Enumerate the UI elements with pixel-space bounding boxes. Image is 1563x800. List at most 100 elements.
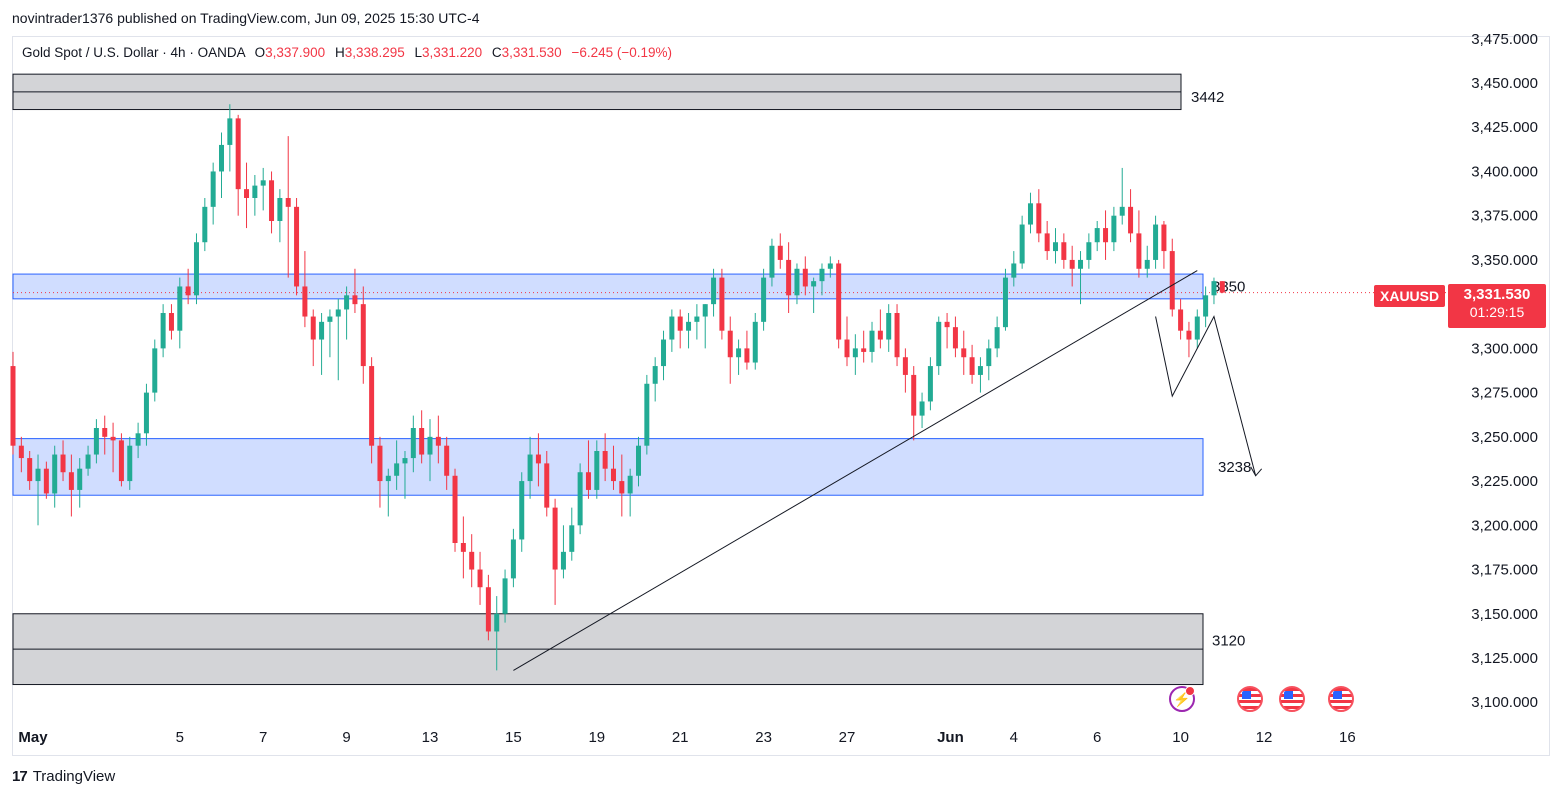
candle [861, 330, 867, 363]
candle-body [102, 428, 108, 437]
candle [460, 516, 466, 579]
close-label: C [491, 45, 502, 60]
candle-body [761, 277, 767, 322]
high-value: 3,338.295 [344, 45, 405, 60]
candle [535, 433, 541, 487]
candle-body [969, 357, 975, 375]
candle-body [736, 348, 742, 358]
open-label: O [254, 45, 266, 60]
current-price-value: 3,331.530 [1463, 286, 1531, 303]
candle-body [661, 339, 667, 367]
candle [35, 454, 41, 526]
candle [1136, 210, 1142, 278]
candle-body [510, 539, 516, 579]
time-tick-label: 13 [422, 729, 439, 746]
candle-body [786, 259, 792, 296]
candle-body [686, 321, 692, 331]
candle [210, 162, 216, 225]
candle [18, 436, 24, 473]
candle [1144, 245, 1150, 278]
candle-body [444, 445, 450, 476]
candle-body [527, 454, 533, 482]
lightning-event-icon[interactable]: ⚡ [1169, 686, 1195, 712]
candle-body [819, 268, 825, 282]
candle [1211, 277, 1217, 305]
us-flag-event-icon[interactable] [1279, 686, 1305, 712]
time-axis: May 5 7 9 13 15 19 21 23 27 Jun 4 6 10 12 16 [18, 729, 1355, 746]
publish-info: novintrader1376 published on TradingView… [12, 10, 480, 26]
candle [1036, 189, 1042, 243]
tradingview-logo-icon: 17 [12, 768, 28, 785]
candle [977, 357, 983, 393]
time-tick-label: May [18, 729, 48, 746]
candle-body [410, 428, 416, 459]
candle [1069, 245, 1075, 287]
candle-body [544, 463, 550, 508]
price-tick-label: 3,275.000 [1471, 385, 1538, 402]
change-value: −6.245 (−0.19%) [571, 45, 673, 60]
time-tick-label: 7 [259, 729, 267, 746]
candle-body [952, 327, 958, 349]
candle [502, 569, 508, 623]
candle [702, 304, 708, 349]
candle-body [877, 330, 883, 340]
candle [469, 534, 475, 588]
candle [202, 198, 208, 252]
candle-body [452, 475, 458, 543]
candle-body [10, 366, 16, 446]
candle [252, 175, 258, 216]
candle-body [560, 551, 566, 570]
candle [377, 436, 383, 508]
candle-body [110, 436, 116, 441]
candle [919, 392, 925, 428]
candle-body [769, 245, 775, 278]
candle-body [394, 463, 400, 476]
candle [1094, 221, 1100, 252]
price-tick-label: 3,400.000 [1471, 163, 1538, 180]
candle [961, 330, 967, 375]
candle [410, 415, 416, 473]
candle-body [185, 286, 191, 296]
candle-body [385, 475, 391, 482]
candle [294, 198, 300, 296]
candle-body [719, 277, 725, 331]
us-flag-event-icon[interactable] [1237, 686, 1263, 712]
candle-body [85, 454, 91, 469]
candle-body [794, 268, 800, 296]
candle [569, 507, 575, 561]
time-tick-label: 23 [755, 729, 772, 746]
candle-body [177, 286, 183, 331]
candle-body [1069, 259, 1075, 269]
us-flag-event-icon[interactable] [1328, 686, 1354, 712]
candle-body [602, 451, 608, 469]
candle [786, 242, 792, 313]
candle-body [619, 481, 625, 494]
time-tick-label: Jun [937, 729, 964, 746]
price-axis: 3,100.000 3,125.000 3,150.000 3,175.000 3,20… [1471, 31, 1538, 711]
drawings-layer [513, 270, 1263, 671]
zone-3238-zone [12, 438, 1204, 496]
candle-body [1086, 242, 1092, 260]
candle-body [535, 454, 541, 464]
candle [402, 451, 408, 499]
candle-body [235, 118, 241, 190]
candle-body [652, 366, 658, 384]
candle-body [27, 458, 33, 482]
candle-body [360, 304, 366, 367]
candle-body [944, 321, 950, 328]
price-tick-label: 3,450.000 [1471, 75, 1538, 92]
candle [836, 259, 842, 349]
candle-body [427, 436, 433, 455]
candle [1119, 167, 1125, 225]
candle-body [52, 454, 58, 494]
candle-body [869, 330, 875, 352]
price-tick-label: 3,350.000 [1471, 252, 1538, 269]
candle [994, 316, 1000, 358]
candle [160, 304, 166, 358]
tradingview-footer: 17 TradingView [12, 768, 115, 785]
candle [1161, 221, 1167, 269]
time-tick-label: 10 [1172, 729, 1189, 746]
candle [93, 419, 99, 464]
time-tick-label: 21 [672, 729, 689, 746]
